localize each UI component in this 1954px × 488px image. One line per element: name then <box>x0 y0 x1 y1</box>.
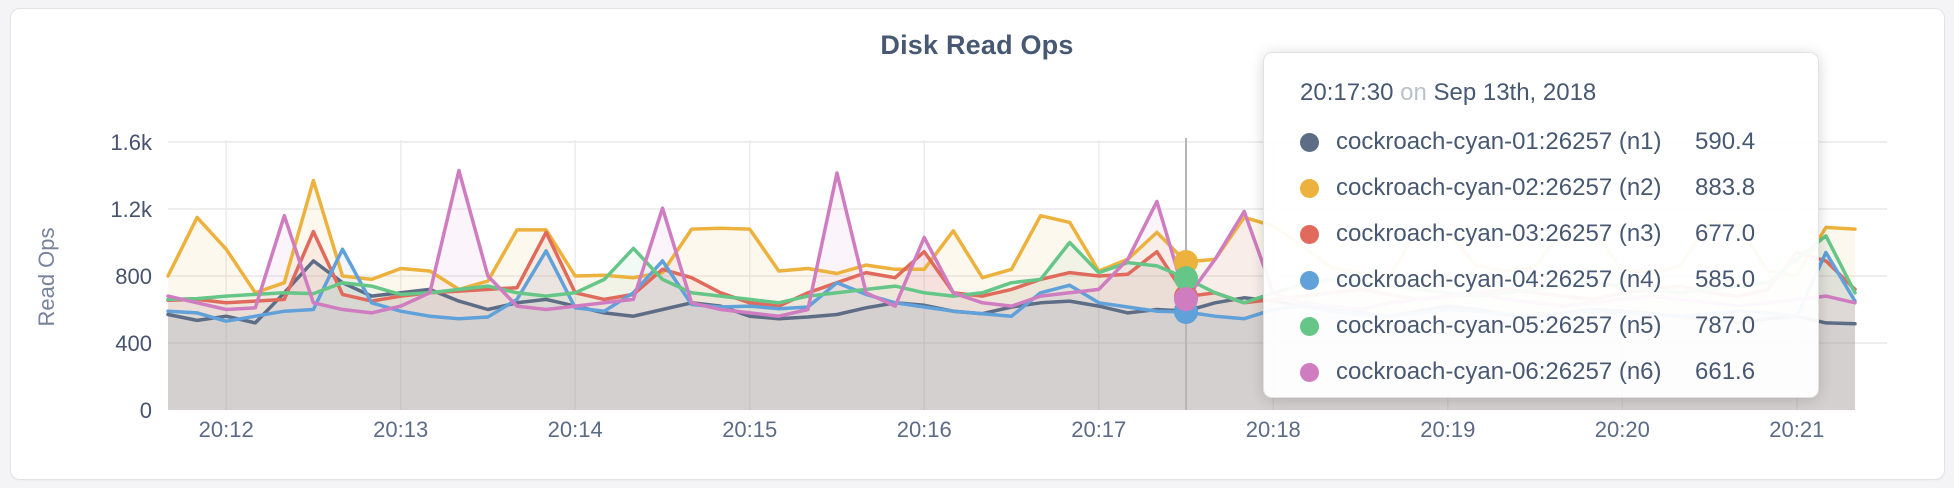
tooltip-on-word: on <box>1400 79 1427 106</box>
y-axis-tick-label: 1.2k <box>110 197 153 222</box>
x-axis-tick-label: 20:14 <box>548 417 603 442</box>
series-color-dot-icon <box>1300 270 1319 290</box>
tooltip-date: Sep 13th, 2018 <box>1433 79 1597 106</box>
series-name: cockroach-cyan-03:26257 (n3) <box>1336 220 1662 247</box>
y-axis-tick-label: 400 <box>115 331 152 356</box>
tooltip-row: cockroach-cyan-02:26257 (n2) 883.8 <box>1300 165 1788 211</box>
x-axis-tick-label: 20:12 <box>199 417 254 442</box>
chart-title: Disk Read Ops <box>880 30 1074 60</box>
series-color-dot-icon <box>1300 178 1319 198</box>
tooltip-header: 20:17:30 on Sep 13th, 2018 <box>1300 79 1788 107</box>
x-axis-tick-label: 20:20 <box>1595 417 1650 442</box>
x-axis-tick-label: 20:15 <box>722 417 777 442</box>
tooltip-row: cockroach-cyan-03:26257 (n3) 677.0 <box>1300 211 1788 257</box>
x-axis-tick-label: 20:16 <box>897 417 952 442</box>
series-name: cockroach-cyan-05:26257 (n5) <box>1336 312 1662 339</box>
tooltip-row: cockroach-cyan-05:26257 (n5) 787.0 <box>1300 303 1788 349</box>
tooltip-row: cockroach-cyan-04:26257 (n4) 585.0 <box>1300 257 1788 303</box>
series-value: 787.0 <box>1695 312 1756 339</box>
x-axis-tick-label: 20:19 <box>1420 417 1475 442</box>
series-color-dot-icon <box>1300 224 1319 244</box>
hover-point-dot <box>1174 266 1199 291</box>
series-name: cockroach-cyan-04:26257 (n4) <box>1336 266 1662 293</box>
series-color-dot-icon <box>1300 132 1319 152</box>
series-value: 585.0 <box>1695 266 1756 293</box>
x-axis-tick-label: 20:21 <box>1769 417 1824 442</box>
hover-point-dot <box>1174 287 1199 312</box>
tooltip-row: cockroach-cyan-06:26257 (n6) 661.6 <box>1300 349 1788 395</box>
y-axis-tick-label: 0 <box>140 398 152 423</box>
series-value: 883.8 <box>1695 174 1756 201</box>
series-value: 677.0 <box>1695 220 1756 247</box>
tooltip-row: cockroach-cyan-01:26257 (n1) 590.4 <box>1300 119 1788 165</box>
hover-tooltip: 20:17:30 on Sep 13th, 2018 cockroach-cya… <box>1263 52 1819 398</box>
y-axis-label: Read Ops <box>34 227 59 326</box>
series-value: 661.6 <box>1695 358 1756 385</box>
tooltip-time: 20:17:30 <box>1300 79 1394 106</box>
x-axis-tick-label: 20:13 <box>373 417 428 442</box>
series-name: cockroach-cyan-02:26257 (n2) <box>1336 174 1662 201</box>
x-axis-tick-label: 20:17 <box>1071 417 1126 442</box>
series-name: cockroach-cyan-01:26257 (n1) <box>1336 128 1662 155</box>
series-value: 590.4 <box>1695 128 1756 155</box>
series-name: cockroach-cyan-06:26257 (n6) <box>1336 358 1662 385</box>
y-axis-tick-label: 800 <box>115 264 152 289</box>
x-axis-tick-label: 20:18 <box>1246 417 1301 442</box>
tooltip-rows: cockroach-cyan-01:26257 (n1) 590.4 cockroa… <box>1300 119 1788 395</box>
y-axis-tick-label: 1.6k <box>110 130 153 155</box>
series-color-dot-icon <box>1300 362 1319 382</box>
series-color-dot-icon <box>1300 316 1319 336</box>
